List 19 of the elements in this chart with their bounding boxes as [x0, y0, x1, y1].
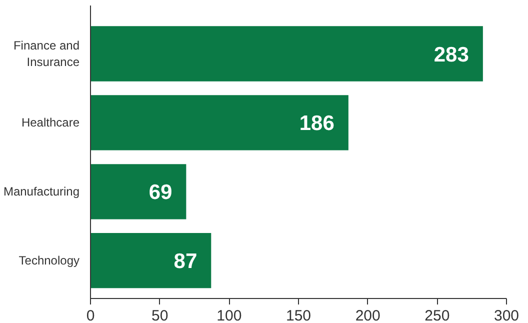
x-tick-label: 250	[424, 308, 450, 323]
y-tick-label: Technology	[18, 254, 80, 268]
x-tick-label: 0	[86, 308, 95, 323]
data-label: 186	[299, 112, 334, 136]
bar	[90, 95, 348, 150]
data-label: 87	[174, 250, 198, 274]
x-tick-label: 150	[286, 308, 312, 323]
x-tick-label: 100	[216, 308, 242, 323]
data-label: 69	[148, 181, 172, 204]
data-label: 283	[434, 43, 469, 66]
x-tick-label: 300	[494, 308, 520, 323]
x-tick-label: 50	[151, 308, 168, 323]
bar	[90, 164, 186, 220]
bar	[90, 233, 212, 288]
y-tick-label: Finance and Insurance	[13, 38, 80, 70]
y-tick-label: Healthcare	[21, 116, 80, 130]
y-tick-label: Manufacturing	[3, 184, 80, 199]
bar	[90, 26, 483, 82]
x-tick-label: 200	[355, 308, 380, 323]
